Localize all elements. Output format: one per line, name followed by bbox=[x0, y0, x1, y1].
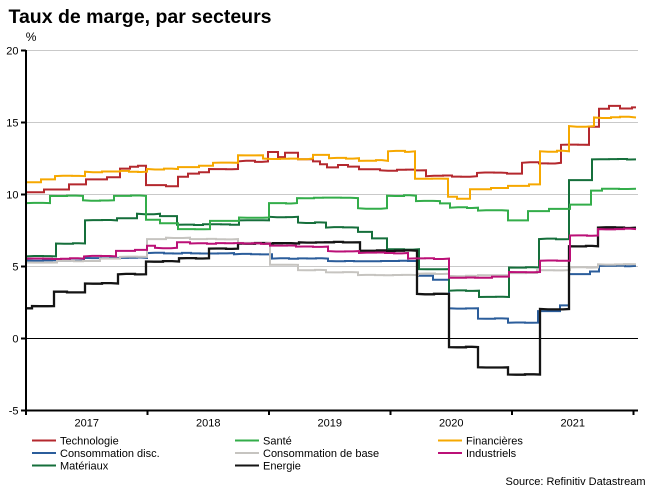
svg-text:2017: 2017 bbox=[75, 417, 99, 429]
svg-text:2019: 2019 bbox=[318, 417, 342, 429]
svg-text:2018: 2018 bbox=[196, 417, 220, 429]
svg-text:Source: Refinitiv Datastream: Source: Refinitiv Datastream bbox=[506, 476, 646, 488]
svg-text:Taux de marge, par secteurs: Taux de marge, par secteurs bbox=[9, 6, 272, 28]
svg-text:-5: -5 bbox=[9, 406, 19, 418]
svg-text:Technologie: Technologie bbox=[60, 436, 119, 448]
svg-text:Matériaux: Matériaux bbox=[60, 461, 109, 473]
svg-text:Santé: Santé bbox=[263, 436, 292, 448]
svg-text:0: 0 bbox=[12, 334, 18, 346]
svg-text:Consommation de base: Consommation de base bbox=[263, 448, 379, 460]
svg-text:Consommation disc.: Consommation disc. bbox=[60, 448, 160, 460]
svg-text:2021: 2021 bbox=[561, 417, 585, 429]
svg-text:15: 15 bbox=[6, 118, 18, 130]
svg-text:20: 20 bbox=[6, 46, 18, 58]
svg-text:5: 5 bbox=[12, 262, 18, 274]
svg-text:10: 10 bbox=[6, 190, 18, 202]
svg-text:%: % bbox=[26, 30, 37, 44]
svg-text:Energie: Energie bbox=[263, 461, 301, 473]
svg-text:Industriels: Industriels bbox=[466, 448, 517, 460]
svg-text:Financières: Financières bbox=[466, 436, 523, 448]
svg-text:2020: 2020 bbox=[439, 417, 463, 429]
